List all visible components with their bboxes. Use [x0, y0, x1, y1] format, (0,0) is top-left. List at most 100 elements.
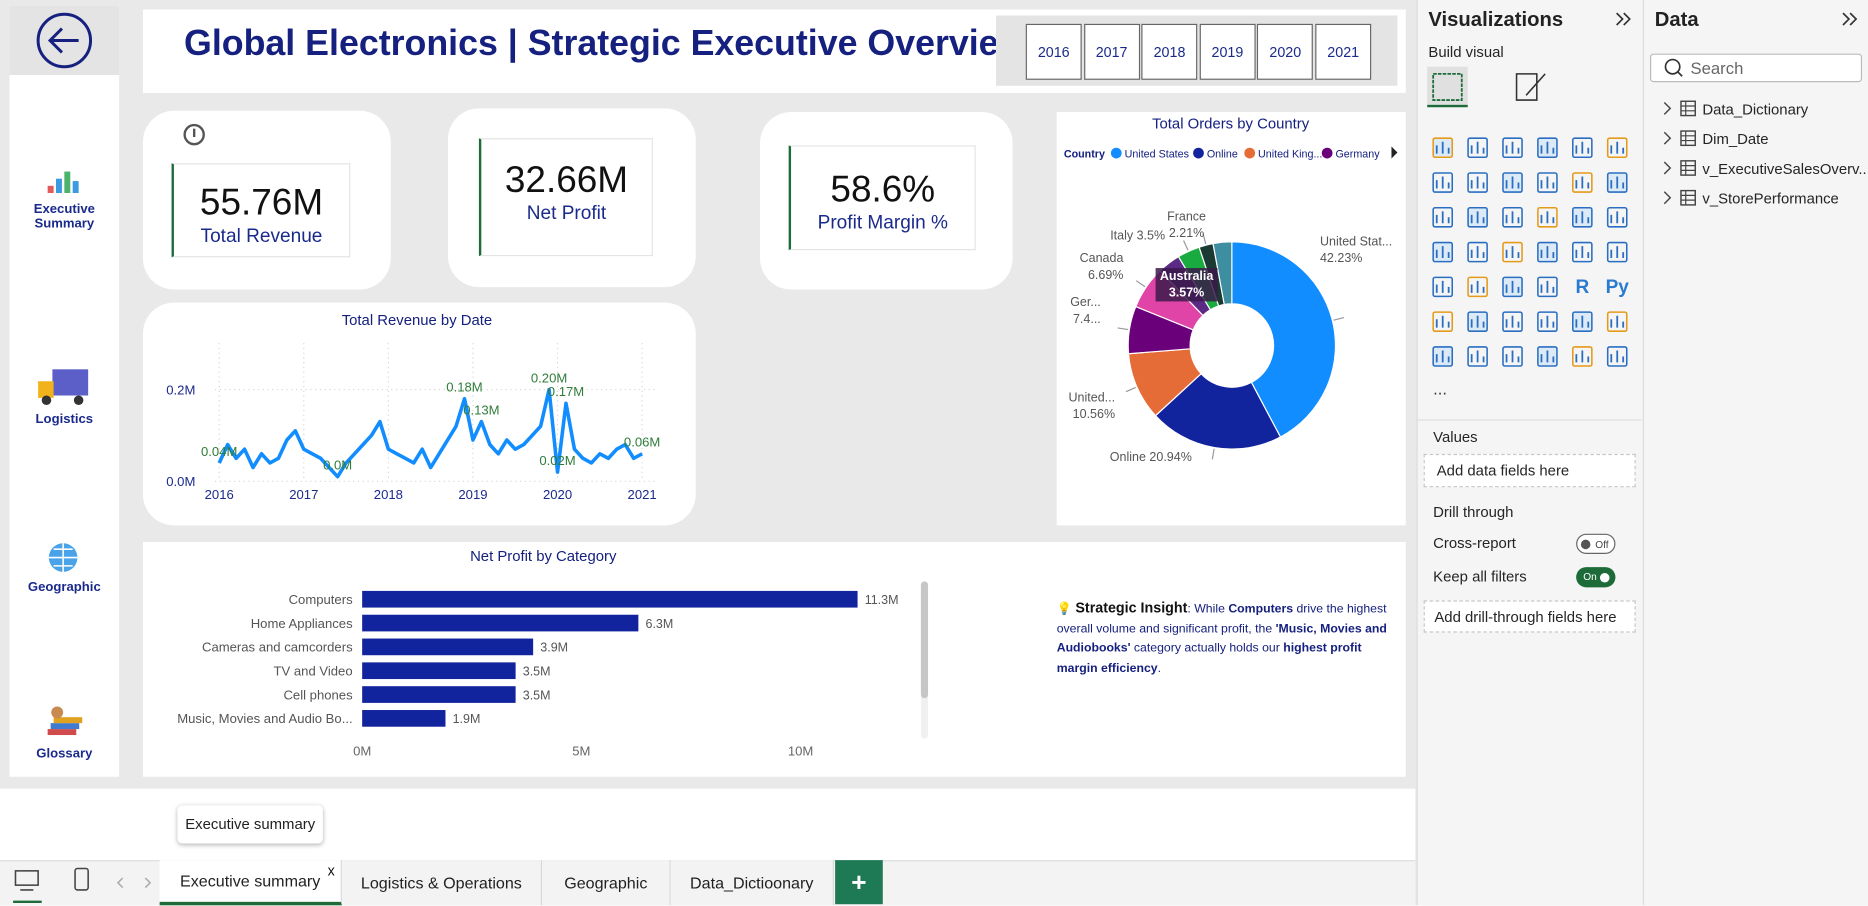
- bar[interactable]: [362, 590, 858, 608]
- table-name[interactable]: v_ExecutiveSalesOverv...: [1702, 162, 1868, 178]
- visual-icon[interactable]: [1572, 346, 1593, 367]
- tab-close[interactable]: x: [327, 862, 335, 880]
- visual-icon: [1610, 246, 1625, 259]
- values-well[interactable]: Add data fields here: [1423, 453, 1636, 488]
- insight-part: 💡: [1056, 602, 1076, 616]
- visual-icon: [1540, 280, 1555, 293]
- visual-icon[interactable]: [1432, 206, 1454, 228]
- search-box[interactable]: Search: [1649, 53, 1863, 83]
- insight-part: category actually holds our: [1130, 642, 1284, 656]
- legend-entry[interactable]: United States: [1125, 148, 1189, 160]
- visual-icon[interactable]: [1572, 172, 1593, 193]
- visual-icon[interactable]: [1502, 346, 1523, 367]
- page-tab[interactable]: Logistics & Operations: [341, 860, 543, 906]
- y-tick-label: 0.0M: [166, 474, 195, 489]
- data-label: 0.17M: [548, 384, 584, 399]
- visual-icon[interactable]: [1537, 276, 1558, 298]
- bar[interactable]: [362, 614, 639, 632]
- legend-entry[interactable]: Online: [1207, 148, 1238, 160]
- table-icon: [1680, 160, 1696, 176]
- visual-icon: [1610, 176, 1625, 189]
- visual-icon: [1540, 350, 1555, 363]
- visual-icon[interactable]: [1467, 172, 1488, 193]
- slice-name: Italy: [1110, 228, 1134, 242]
- visualizations-pane: [1416, 0, 1643, 906]
- year-button[interactable]: 2020: [1257, 23, 1314, 80]
- legend-swatch: [1321, 147, 1333, 159]
- visual-icon[interactable]: [1502, 206, 1523, 228]
- visual-icon[interactable]: [1606, 346, 1628, 367]
- cross-report-label: Cross-report: [1433, 534, 1516, 552]
- data-label: 0.13M: [463, 403, 499, 418]
- more-visuals[interactable]: ...: [1433, 379, 1447, 398]
- year-button[interactable]: 2018: [1141, 23, 1198, 80]
- legend-entry[interactable]: United King...: [1258, 148, 1322, 160]
- visual-icon[interactable]: [1606, 311, 1628, 332]
- pie-slice[interactable]: [1212, 241, 1233, 306]
- visual-icon[interactable]: [1432, 276, 1454, 298]
- report-title: Global Electronics | Strategic Executive…: [184, 23, 1027, 64]
- nav-item[interactable]: Geographic: [27, 580, 101, 595]
- visual-icon[interactable]: [1467, 241, 1488, 263]
- nav-item[interactable]: Glossary: [36, 746, 93, 762]
- nav-icon: [64, 171, 71, 193]
- visual-icon: [1505, 141, 1520, 154]
- table-icon: [1680, 101, 1696, 116]
- nav-item[interactable]: Logistics: [35, 412, 94, 427]
- visual-icon[interactable]: [1572, 241, 1593, 263]
- page-tab[interactable]: Geographic: [542, 860, 671, 906]
- visual-icon-text[interactable]: Py: [1606, 277, 1630, 298]
- visual-icon[interactable]: [1537, 172, 1558, 193]
- visual-icon[interactable]: [1502, 137, 1523, 159]
- bar[interactable]: [362, 686, 516, 703]
- visual-icon[interactable]: [1606, 137, 1628, 159]
- table-icon: [1680, 130, 1696, 147]
- phone-icon: [74, 867, 89, 891]
- scroll-thumb[interactable]: [920, 581, 929, 699]
- visual-icon[interactable]: [1432, 311, 1454, 332]
- slice-value: 7.4...: [1073, 312, 1101, 326]
- visual-icon[interactable]: [1467, 346, 1488, 367]
- kpi-box: 58.6% Profit Margin %: [788, 145, 976, 251]
- y-tick-label: 0.2M: [166, 382, 195, 397]
- visual-icon: [1505, 246, 1520, 259]
- search-icon: [1676, 70, 1683, 77]
- legend-entry[interactable]: Germany: [1335, 148, 1380, 160]
- year-button[interactable]: 2021: [1315, 23, 1372, 80]
- visual-icon: [1435, 350, 1450, 363]
- bar[interactable]: [362, 638, 534, 656]
- nav-item[interactable]: Executive Summary: [33, 202, 95, 232]
- drill-well[interactable]: Add drill-through fields here: [1423, 600, 1636, 633]
- visual-icon[interactable]: [1467, 276, 1488, 298]
- x-tick-label: 2020: [543, 487, 572, 502]
- bar[interactable]: [362, 662, 516, 680]
- table-name[interactable]: Data_Dictionary: [1702, 102, 1808, 118]
- year-button[interactable]: 2017: [1083, 23, 1140, 80]
- visual-icon[interactable]: [1432, 172, 1454, 193]
- visual-icon[interactable]: [1606, 206, 1628, 228]
- table-name[interactable]: v_StorePerformance: [1702, 192, 1838, 208]
- visual-icon[interactable]: [1572, 137, 1593, 159]
- pie-slice[interactable]: [1231, 241, 1337, 438]
- visual-icon[interactable]: [1502, 311, 1523, 332]
- page-tab[interactable]: Data_Dictioonary: [670, 860, 834, 906]
- visual-icon[interactable]: [1467, 137, 1488, 159]
- nav-icon: [51, 706, 64, 719]
- visual-icon-text[interactable]: R: [1575, 277, 1589, 298]
- bar[interactable]: [362, 710, 446, 727]
- visual-icon[interactable]: [1502, 241, 1523, 263]
- page-tab[interactable]: Executive summary: [159, 860, 342, 906]
- data-label: 11.3M: [865, 593, 899, 607]
- year-button[interactable]: 2016: [1025, 23, 1082, 80]
- category-label: Home Appliances: [251, 616, 353, 631]
- insight-part: .: [1157, 661, 1162, 675]
- x-tick-label: 2019: [458, 487, 487, 502]
- add-page[interactable]: +: [835, 860, 883, 905]
- legend-swatch: [1193, 147, 1204, 159]
- visual-icon[interactable]: [1606, 241, 1628, 263]
- year-button[interactable]: 2019: [1199, 23, 1256, 80]
- visual-icon[interactable]: [1537, 311, 1558, 332]
- pie-slice[interactable]: [1154, 372, 1282, 450]
- table-name[interactable]: Dim_Date: [1702, 132, 1768, 148]
- visual-icon[interactable]: [1537, 206, 1558, 228]
